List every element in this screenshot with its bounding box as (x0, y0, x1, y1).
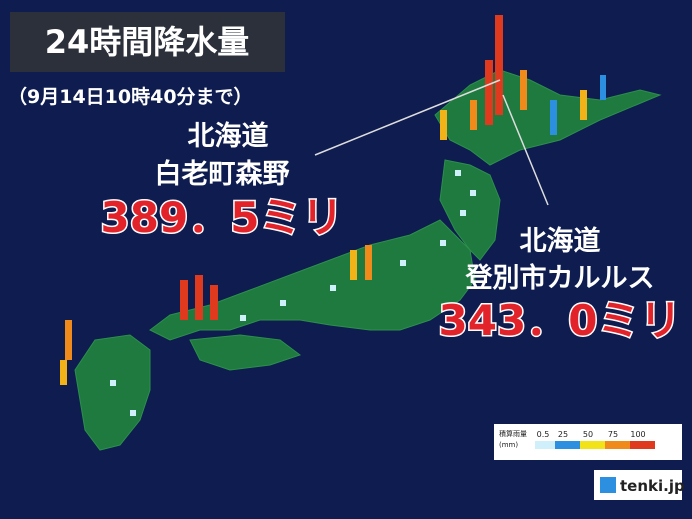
land (74, 69, 662, 451)
legend-tick-label: 25 (558, 430, 568, 439)
amount-label: 389．5ミリ (101, 193, 344, 242)
logo-icon (600, 477, 616, 493)
region-label: 北海道 (188, 120, 269, 152)
legend-tick-label: 100 (630, 430, 645, 439)
legend: 積算雨量 (mm) 0.5 25 50 75 100 (494, 424, 682, 460)
place-label: 白老町森野 (155, 158, 290, 190)
rain-dots (110, 170, 476, 416)
legend-title: 積算雨量 (499, 429, 527, 438)
legend-tick-label: 0.5 (537, 430, 550, 439)
title-box (10, 12, 285, 72)
subtitle: （9月14日10時40分まで） (8, 85, 253, 108)
place-label: 登別市カルルス (465, 262, 655, 294)
legend-unit: (mm) (499, 441, 518, 449)
title: 24時間降水量 (45, 23, 250, 61)
rain-columns (60, 15, 606, 385)
legend-tick-label: 50 (583, 430, 593, 439)
leader-line (502, 94, 549, 206)
amount-label: 343．0ミリ (439, 296, 682, 345)
leader-line (314, 79, 501, 156)
logo: tenki.jp (620, 477, 685, 495)
legend-tick-label: 75 (608, 430, 618, 439)
region-label: 北海道 (520, 225, 601, 257)
